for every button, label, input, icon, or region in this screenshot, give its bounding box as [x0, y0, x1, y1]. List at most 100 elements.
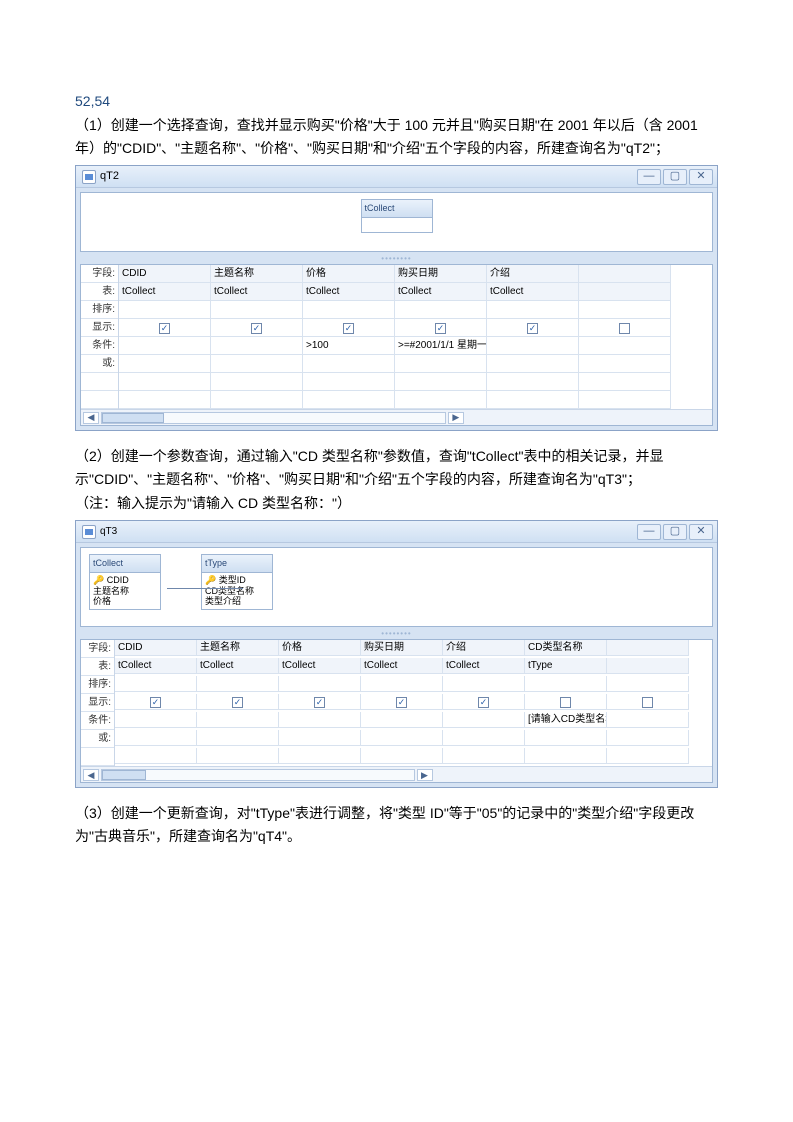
- grid-cell[interactable]: [525, 676, 607, 692]
- grid-cell[interactable]: [303, 355, 395, 373]
- grid-cell[interactable]: [395, 301, 487, 319]
- grid-cell[interactable]: [115, 730, 197, 746]
- grid-cell[interactable]: tCollect: [279, 658, 361, 674]
- grid-cell[interactable]: ✓: [115, 694, 197, 710]
- maximize-button[interactable]: ▢: [663, 169, 687, 185]
- grid-cell[interactable]: [607, 694, 689, 710]
- grid-cell[interactable]: [487, 337, 579, 355]
- grid-cell[interactable]: tCollect: [303, 283, 395, 301]
- grid-cell[interactable]: [361, 676, 443, 692]
- table-field[interactable]: 🔑 类型ID: [205, 575, 269, 586]
- grid-cell[interactable]: ✓: [443, 694, 525, 710]
- grid-cell[interactable]: ✓: [487, 319, 579, 337]
- table-field[interactable]: 类型介绍: [205, 596, 269, 607]
- grid-cell[interactable]: [115, 712, 197, 728]
- grid-cell[interactable]: [211, 337, 303, 355]
- horizontal-scrollbar[interactable]: ◀ ▶: [81, 409, 712, 425]
- grid-cell[interactable]: [211, 373, 303, 391]
- grid-cell[interactable]: ✓: [303, 319, 395, 337]
- table-field[interactable]: 主题名称: [93, 586, 157, 597]
- grid-columns[interactable]: CDID主题名称价格购买日期介绍CD类型名称tCollecttCollecttC…: [115, 640, 712, 766]
- grid-cell[interactable]: [579, 265, 671, 283]
- grid-cell[interactable]: [115, 748, 197, 764]
- grid-cell[interactable]: [579, 355, 671, 373]
- scroll-thumb[interactable]: [102, 770, 146, 780]
- grid-cell[interactable]: [197, 676, 279, 692]
- grid-cell[interactable]: [443, 676, 525, 692]
- grid-cell[interactable]: ✓: [395, 319, 487, 337]
- scroll-thumb[interactable]: [102, 413, 164, 423]
- grid-cell[interactable]: [119, 373, 211, 391]
- grid-cell[interactable]: [607, 676, 689, 692]
- grid-cell[interactable]: 价格: [279, 640, 361, 656]
- table-field[interactable]: 🔑 CDID: [93, 575, 157, 586]
- show-checkbox[interactable]: [642, 697, 653, 708]
- grid-cell[interactable]: 购买日期: [361, 640, 443, 656]
- grid-cell[interactable]: [487, 301, 579, 319]
- show-checkbox[interactable]: ✓: [527, 323, 538, 334]
- design-grid[interactable]: 字段:表:排序:显示:条件:或: CDID主题名称价格购买日期介绍CD类型名称t…: [80, 639, 713, 783]
- grid-cell[interactable]: [487, 373, 579, 391]
- table-card-ttype[interactable]: tType 🔑 类型IDCD类型名称类型介绍: [201, 554, 273, 610]
- grid-cell[interactable]: [579, 319, 671, 337]
- grid-cell[interactable]: 购买日期: [395, 265, 487, 283]
- grid-cell[interactable]: >=#2001/1/1 星期一#: [395, 337, 487, 355]
- grid-cell[interactable]: [525, 694, 607, 710]
- grid-cell[interactable]: [279, 730, 361, 746]
- grid-cell[interactable]: [361, 712, 443, 728]
- grid-cell[interactable]: ✓: [361, 694, 443, 710]
- grid-cell[interactable]: 主题名称: [211, 265, 303, 283]
- relation-pane[interactable]: tCollect 🔑 CDID主题名称价格 tType 🔑 类型IDCD类型名称…: [80, 547, 713, 627]
- grid-columns[interactable]: CDID主题名称价格购买日期介绍tCollecttCollecttCollect…: [119, 265, 712, 409]
- horizontal-scrollbar[interactable]: ◀ ▶: [81, 766, 712, 782]
- grid-cell[interactable]: tCollect: [443, 658, 525, 674]
- show-checkbox[interactable]: ✓: [478, 697, 489, 708]
- grid-cell[interactable]: [279, 712, 361, 728]
- scroll-left-button[interactable]: ◀: [83, 412, 99, 424]
- grid-cell[interactable]: [请输入CD类型名称:]: [525, 712, 607, 728]
- grid-cell[interactable]: [395, 391, 487, 409]
- grid-cell[interactable]: [579, 337, 671, 355]
- scroll-right-button[interactable]: ▶: [448, 412, 464, 424]
- grid-cell[interactable]: tCollect: [487, 283, 579, 301]
- grid-cell[interactable]: [579, 283, 671, 301]
- table-card-tcollect[interactable]: tCollect 🔑 CDID主题名称价格: [89, 554, 161, 610]
- grid-cell[interactable]: [361, 748, 443, 764]
- grid-cell[interactable]: ✓: [211, 319, 303, 337]
- scroll-track[interactable]: [101, 412, 446, 424]
- grid-cell[interactable]: [579, 391, 671, 409]
- grid-cell[interactable]: [525, 748, 607, 764]
- grid-cell[interactable]: [487, 391, 579, 409]
- grid-cell[interactable]: tCollect: [395, 283, 487, 301]
- grid-cell[interactable]: >100: [303, 337, 395, 355]
- grid-cell[interactable]: [303, 391, 395, 409]
- relation-pane[interactable]: tCollect: [80, 192, 713, 252]
- show-checkbox[interactable]: ✓: [435, 323, 446, 334]
- grid-cell[interactable]: [607, 730, 689, 746]
- grid-cell[interactable]: [607, 658, 689, 674]
- show-checkbox[interactable]: ✓: [150, 697, 161, 708]
- grid-cell[interactable]: [119, 301, 211, 319]
- grid-cell[interactable]: [395, 355, 487, 373]
- grid-cell[interactable]: 价格: [303, 265, 395, 283]
- show-checkbox[interactable]: [619, 323, 630, 334]
- grid-cell[interactable]: [607, 712, 689, 728]
- grid-cell[interactable]: [395, 373, 487, 391]
- grid-cell[interactable]: [443, 748, 525, 764]
- grid-cell[interactable]: CDID: [119, 265, 211, 283]
- grid-cell[interactable]: [361, 730, 443, 746]
- table-field[interactable]: CD类型名称: [205, 586, 269, 597]
- show-checkbox[interactable]: ✓: [314, 697, 325, 708]
- show-checkbox[interactable]: ✓: [251, 323, 262, 334]
- grid-cell[interactable]: [211, 355, 303, 373]
- close-button[interactable]: ✕: [689, 524, 713, 540]
- grid-cell[interactable]: [303, 373, 395, 391]
- grid-cell[interactable]: tCollect: [197, 658, 279, 674]
- show-checkbox[interactable]: ✓: [396, 697, 407, 708]
- table-card-tcollect[interactable]: tCollect: [361, 199, 433, 233]
- grid-cell[interactable]: [525, 730, 607, 746]
- grid-cell[interactable]: [197, 712, 279, 728]
- grid-cell[interactable]: [115, 676, 197, 692]
- grid-cell[interactable]: tCollect: [211, 283, 303, 301]
- show-checkbox[interactable]: [560, 697, 571, 708]
